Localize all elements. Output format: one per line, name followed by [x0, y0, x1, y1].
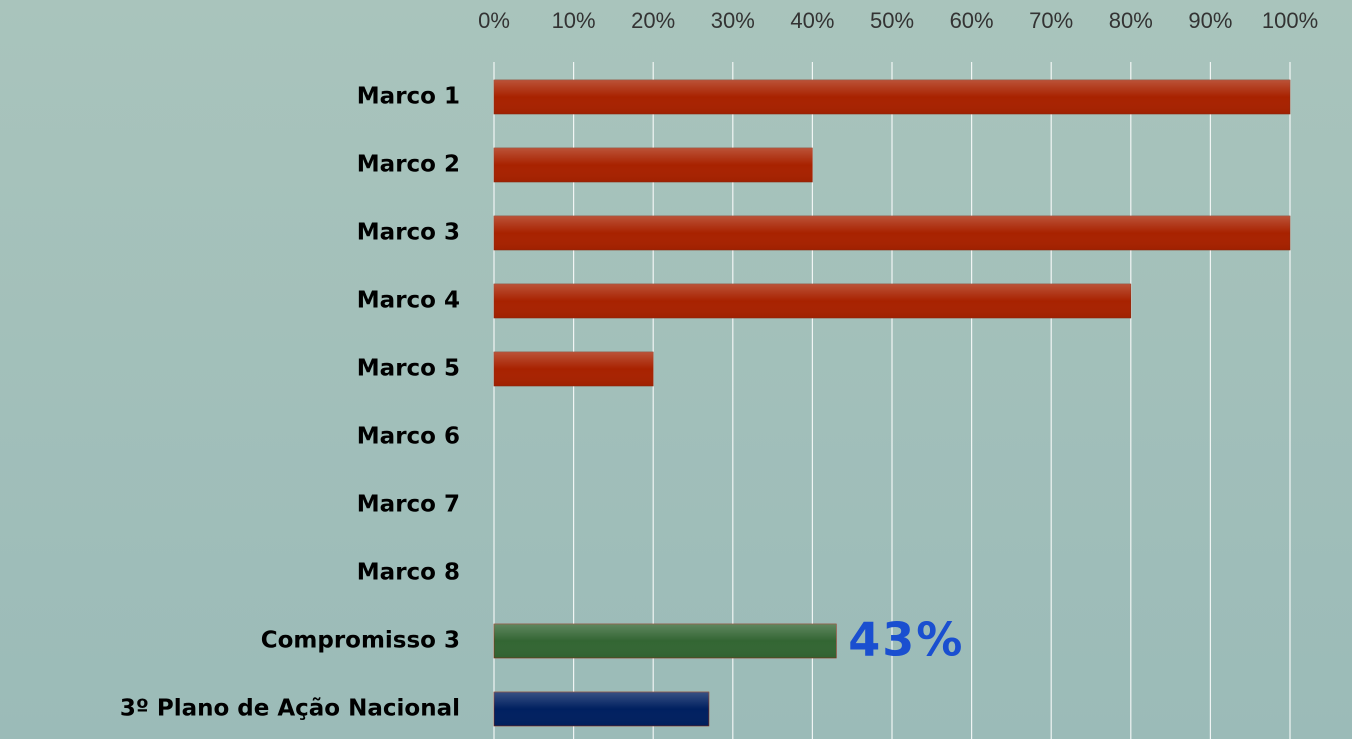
x-tick-label: 70% [1029, 8, 1073, 33]
x-tick-label: 60% [950, 8, 994, 33]
y-tick-label: Marco 1 [357, 84, 460, 110]
y-tick-label: Marco 4 [357, 288, 460, 314]
bar [493, 79, 1291, 115]
bar [493, 283, 1132, 319]
y-tick-label: 3º Plano de Ação Nacional [120, 696, 460, 722]
bar [493, 147, 813, 183]
y-tick-label: Compromisso 3 [261, 628, 460, 654]
x-tick-label: 10% [552, 8, 596, 33]
y-tick-label: Marco 2 [357, 152, 460, 178]
bar [493, 351, 654, 387]
x-tick-label: 100% [1262, 8, 1318, 33]
x-tick-label: 20% [631, 8, 675, 33]
y-tick-label: Marco 6 [357, 424, 460, 450]
y-tick-label: Marco 3 [357, 220, 460, 246]
y-tick-label: Marco 7 [357, 492, 460, 518]
x-tick-label: 30% [711, 8, 755, 33]
data-label: 43% [848, 613, 964, 667]
x-tick-label: 50% [870, 8, 914, 33]
bar [493, 691, 710, 727]
x-tick-label: 80% [1109, 8, 1153, 33]
bar [493, 215, 1291, 251]
x-tick-label: 40% [790, 8, 834, 33]
x-tick-label: 90% [1188, 8, 1232, 33]
bar [493, 623, 837, 659]
y-tick-label: Marco 5 [357, 356, 460, 382]
y-tick-label: Marco 8 [357, 560, 460, 586]
x-tick-label: 0% [478, 8, 510, 33]
